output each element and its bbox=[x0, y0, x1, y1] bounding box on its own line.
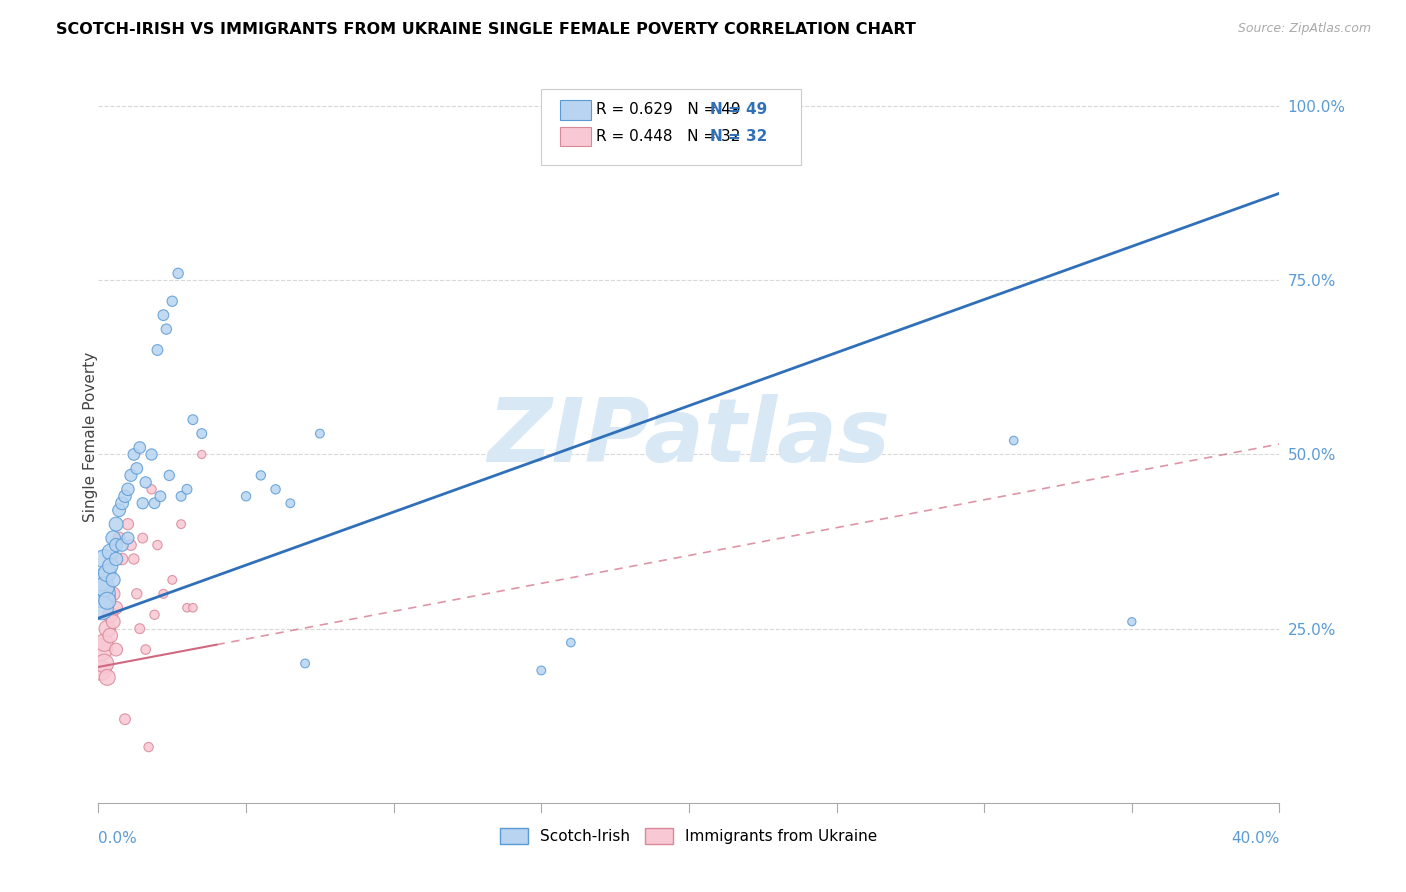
Text: N = 32: N = 32 bbox=[710, 129, 768, 144]
Text: Source: ZipAtlas.com: Source: ZipAtlas.com bbox=[1237, 22, 1371, 36]
Point bbox=[93, 635, 115, 649]
Point bbox=[114, 712, 136, 726]
Y-axis label: Single Female Poverty: Single Female Poverty bbox=[83, 352, 97, 522]
Point bbox=[90, 664, 112, 678]
Point bbox=[122, 448, 145, 462]
Point bbox=[96, 594, 118, 608]
Point bbox=[108, 503, 131, 517]
Point bbox=[128, 622, 150, 636]
Point bbox=[105, 600, 128, 615]
Point bbox=[111, 496, 134, 510]
Point bbox=[90, 600, 112, 615]
Point bbox=[125, 587, 148, 601]
Point bbox=[1121, 615, 1143, 629]
Point bbox=[98, 607, 121, 622]
Point bbox=[170, 517, 193, 532]
Point bbox=[235, 489, 257, 503]
Point bbox=[162, 294, 183, 309]
Point bbox=[117, 517, 139, 532]
Point bbox=[105, 552, 128, 566]
Point bbox=[264, 483, 287, 497]
Point bbox=[128, 441, 150, 455]
Point bbox=[135, 475, 157, 490]
Point bbox=[93, 580, 115, 594]
Point bbox=[111, 538, 134, 552]
Point bbox=[90, 642, 112, 657]
Point bbox=[108, 531, 131, 545]
Text: R = 0.629   N = 49: R = 0.629 N = 49 bbox=[596, 103, 741, 117]
Point bbox=[191, 426, 214, 441]
Point bbox=[135, 642, 157, 657]
Point bbox=[138, 740, 160, 755]
Point bbox=[132, 496, 155, 510]
Point bbox=[120, 468, 142, 483]
Point bbox=[294, 657, 316, 671]
Point bbox=[143, 496, 166, 510]
Point bbox=[98, 558, 121, 573]
Point bbox=[105, 538, 128, 552]
Point bbox=[120, 538, 142, 552]
Point bbox=[117, 483, 139, 497]
Point bbox=[157, 468, 180, 483]
Legend: Scotch-Irish, Immigrants from Ukraine: Scotch-Irish, Immigrants from Ukraine bbox=[495, 822, 883, 850]
Point bbox=[176, 483, 198, 497]
Point bbox=[560, 635, 582, 649]
Point bbox=[96, 670, 118, 684]
Point bbox=[530, 664, 553, 678]
Point bbox=[98, 545, 121, 559]
Point bbox=[103, 573, 125, 587]
Point bbox=[181, 600, 204, 615]
Point bbox=[176, 600, 198, 615]
Point bbox=[105, 517, 128, 532]
Point bbox=[125, 461, 148, 475]
Point bbox=[111, 552, 134, 566]
Point bbox=[114, 489, 136, 503]
Point bbox=[93, 552, 115, 566]
Point bbox=[96, 566, 118, 580]
Point bbox=[280, 496, 302, 510]
Text: 40.0%: 40.0% bbox=[1232, 831, 1279, 846]
Point bbox=[122, 552, 145, 566]
Point bbox=[152, 308, 174, 322]
Point bbox=[309, 426, 332, 441]
Point bbox=[93, 657, 115, 671]
Text: 0.0%: 0.0% bbox=[98, 831, 138, 846]
Point bbox=[143, 607, 166, 622]
Text: R = 0.448   N = 32: R = 0.448 N = 32 bbox=[596, 129, 741, 144]
Point bbox=[103, 615, 125, 629]
Point bbox=[132, 531, 155, 545]
Point bbox=[1002, 434, 1025, 448]
Point bbox=[98, 629, 121, 643]
Text: N = 49: N = 49 bbox=[710, 103, 768, 117]
Point bbox=[103, 587, 125, 601]
Point bbox=[152, 587, 174, 601]
Point bbox=[117, 531, 139, 545]
Point bbox=[141, 483, 163, 497]
Point bbox=[105, 642, 128, 657]
Point bbox=[162, 573, 183, 587]
Point bbox=[181, 412, 204, 426]
Point bbox=[155, 322, 177, 336]
Point bbox=[90, 587, 112, 601]
Point bbox=[250, 468, 273, 483]
Point bbox=[146, 538, 169, 552]
Point bbox=[141, 448, 163, 462]
Point bbox=[149, 489, 172, 503]
Point bbox=[170, 489, 193, 503]
Point bbox=[96, 622, 118, 636]
Point bbox=[103, 531, 125, 545]
Text: SCOTCH-IRISH VS IMMIGRANTS FROM UKRAINE SINGLE FEMALE POVERTY CORRELATION CHART: SCOTCH-IRISH VS IMMIGRANTS FROM UKRAINE … bbox=[56, 22, 917, 37]
Point bbox=[191, 448, 214, 462]
Text: ZIPatlas: ZIPatlas bbox=[488, 393, 890, 481]
Point bbox=[167, 266, 190, 280]
Point bbox=[146, 343, 169, 357]
Point bbox=[90, 573, 112, 587]
